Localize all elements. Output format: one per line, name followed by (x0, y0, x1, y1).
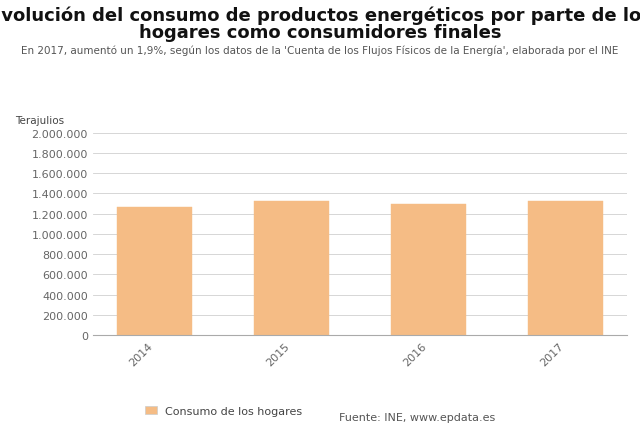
Text: Evolución del consumo de productos energéticos por parte de los: Evolución del consumo de productos energ… (0, 6, 640, 25)
Text: Terajulios: Terajulios (15, 115, 65, 125)
Text: hogares como consumidores finales: hogares como consumidores finales (139, 24, 501, 42)
Bar (527, 202, 603, 335)
Legend: Consumo de los hogares: Consumo de los hogares (141, 401, 307, 420)
Text: En 2017, aumentó un 1,9%, según los datos de la 'Cuenta de los Flujos Físicos de: En 2017, aumentó un 1,9%, según los dato… (21, 45, 619, 55)
Bar (254, 202, 329, 335)
Text: Fuente: INE, www.epdata.es: Fuente: INE, www.epdata.es (339, 412, 495, 422)
Bar (391, 205, 466, 335)
Bar (117, 208, 193, 335)
